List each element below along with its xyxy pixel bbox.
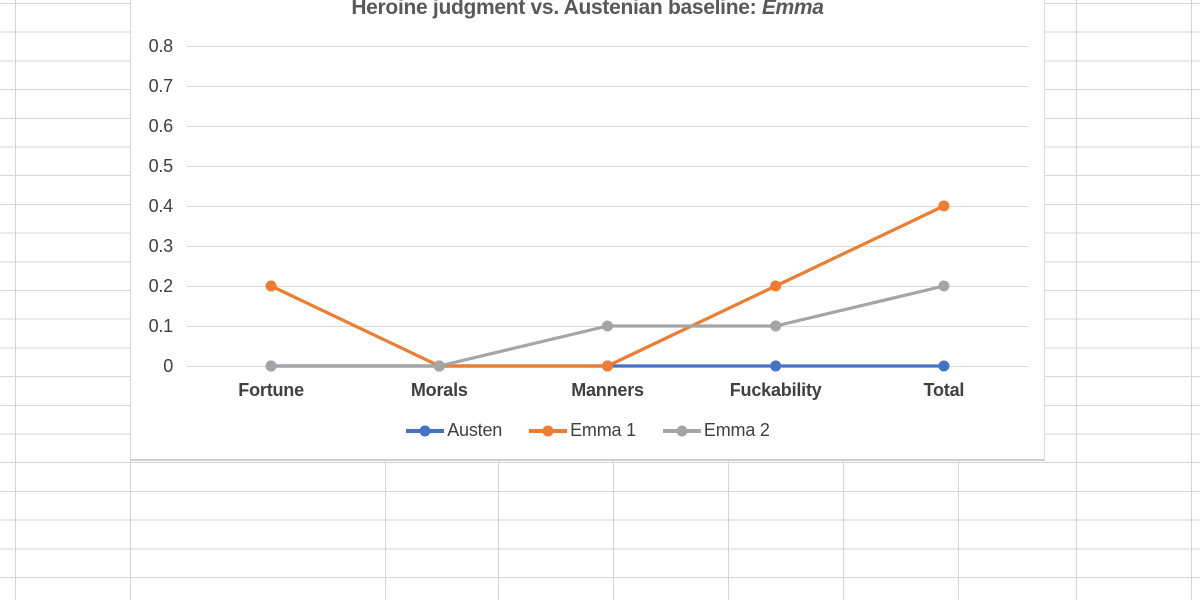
chart[interactable]: Heroine judgment vs. Austenian baseline:… [130, 0, 1045, 461]
y-tick-label: 0 [163, 356, 173, 376]
series-marker [938, 360, 950, 372]
legend-item: Austen [405, 420, 502, 441]
grid-column-line [1076, 0, 1077, 600]
legend-label: Austen [447, 420, 503, 440]
legend-item: Emma 2 [662, 420, 770, 441]
chart-title: Heroine judgment vs. Austenian baseline:… [131, 0, 1044, 20]
series-marker [265, 280, 277, 292]
y-tick-label: 0.4 [148, 196, 174, 216]
series-marker [770, 320, 782, 332]
y-tick-label: 0.6 [148, 116, 174, 136]
legend-label: Emma 1 [570, 420, 636, 440]
y-tick-label: 0.5 [148, 156, 174, 176]
y-tick-label: 0.7 [148, 76, 174, 96]
series-marker [602, 360, 613, 372]
y-tick-label: 0.3 [148, 236, 174, 256]
series-marker [770, 280, 782, 292]
x-category-label: Total [923, 380, 965, 400]
legend-swatch-icon [662, 425, 701, 436]
chart-title-emphasis: Emma [761, 0, 824, 19]
legend-swatch-icon [529, 425, 568, 436]
y-tick-label: 0.8 [148, 36, 174, 56]
legend-label: Emma 2 [703, 420, 770, 440]
plot-area [187, 46, 1028, 372]
series-marker [938, 280, 950, 292]
y-tick-label: 0.1 [148, 316, 174, 336]
x-category-label: Fuckability [729, 380, 822, 400]
grid-column-line [1191, 0, 1192, 600]
legend-swatch-icon [406, 425, 445, 436]
grid-column-line [15, 0, 16, 600]
series-marker [938, 200, 950, 212]
x-category-label: Manners [571, 380, 644, 400]
x-category-label: Morals [410, 380, 468, 400]
series-marker [770, 360, 782, 372]
x-category-label: Fortune [238, 380, 304, 400]
y-tick-label: 0.2 [148, 276, 174, 296]
series-marker [265, 360, 277, 372]
legend-item: Emma 1 [528, 420, 636, 441]
chart-legend: Austen Emma 1 Emma 2 [131, 420, 1044, 441]
chart-title-text: Heroine judgment vs. Austenian baseline: [351, 0, 762, 19]
series-marker [602, 320, 613, 332]
series-marker [433, 360, 445, 372]
